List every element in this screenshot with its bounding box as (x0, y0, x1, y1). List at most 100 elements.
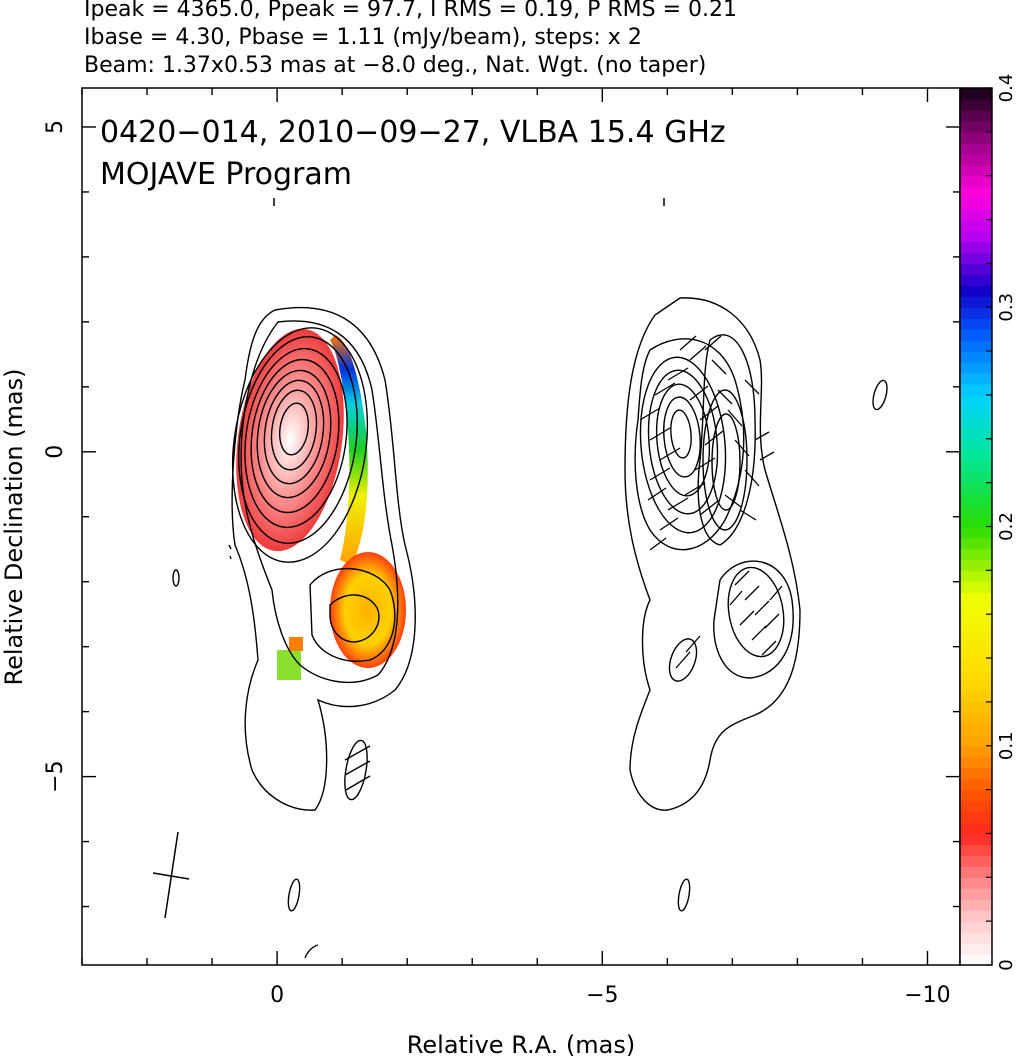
colorbar-band (960, 537, 992, 550)
colorbar-band (960, 186, 992, 199)
pcontour-north-6 (670, 409, 692, 459)
evpa-tick (754, 600, 770, 616)
colorbar-band (960, 318, 992, 330)
contour-bottom-fragment (304, 944, 319, 959)
evpa-tick (744, 469, 760, 487)
colorbar-band (960, 285, 992, 297)
evpa-tick (744, 379, 760, 395)
colorbar-band (960, 800, 992, 813)
contour-5 (244, 347, 348, 529)
contour-2 (240, 320, 399, 683)
colorbar-band (960, 164, 992, 177)
evpa-tick (675, 651, 691, 669)
colorbar-band (960, 877, 992, 889)
contour-left-small (172, 569, 180, 587)
colorbar-band (960, 647, 992, 659)
pol-jet-south-dot (289, 637, 303, 651)
colorbar-band (960, 416, 992, 429)
evpa-tick (734, 439, 750, 457)
colorbar-band (960, 504, 992, 517)
colorbar-band (960, 351, 992, 363)
colorbar-band (960, 526, 992, 539)
evpa-ticks (639, 335, 783, 669)
colorbar-band (960, 866, 992, 878)
colorbar-band (960, 175, 992, 188)
colorbar-band (960, 559, 992, 571)
colorbar-band (960, 767, 992, 780)
colorbar-band (960, 274, 992, 286)
evpa-tick (711, 359, 727, 375)
plot-subtitle: MOJAVE Program (100, 157, 352, 192)
colorbar-band (960, 460, 992, 473)
colorbar-band (960, 98, 992, 111)
intensity-contours (172, 306, 416, 959)
colorbar-band (960, 131, 992, 144)
plot-area (152, 198, 888, 959)
colorbar: 0 0.1 0.2 0.3 0.4 (959, 74, 1017, 971)
colorbar-band (960, 208, 992, 221)
colorbar-band (960, 241, 992, 254)
colorbar-band (960, 614, 992, 626)
header-line: Beam: 1.37x0.53 mas at −8.0 deg., Nat. W… (84, 53, 706, 78)
pcontour-north (634, 338, 745, 551)
colorbar-band (960, 449, 992, 462)
evpa-tick (654, 382, 676, 396)
pcontour-far-right (872, 379, 888, 411)
contour-8 (263, 379, 325, 485)
colorbar-band (960, 921, 992, 933)
evpa-tick (649, 427, 671, 441)
evpa-tick (754, 431, 770, 441)
colorbar-band (960, 811, 992, 824)
evpa-tick (649, 467, 671, 481)
colorbar-tick-label: 0.3 (996, 293, 1017, 322)
evpa-tick (727, 409, 743, 427)
colorbar-band (960, 581, 992, 593)
plot-frame (81, 87, 961, 966)
colorbar-band (960, 109, 992, 122)
evpa-tick (667, 497, 689, 511)
evpa-tick (647, 487, 667, 501)
evpa-tick (659, 517, 679, 531)
colorbar-band (960, 120, 992, 133)
evpa-tick (699, 500, 719, 516)
colorbar-tick-label: 0 (996, 959, 1017, 970)
colorbar-band (960, 932, 992, 944)
contour-9 (270, 389, 318, 471)
pcontour-east-1 (697, 334, 756, 546)
colorbar-band (960, 570, 992, 582)
evpa-tick (694, 457, 716, 471)
pcontour-north-4 (655, 383, 711, 497)
colorbar-band (960, 899, 992, 911)
colorbar-band (960, 197, 992, 210)
plot-title: 0420−014, 2010−09−27, VLBA 15.4 GHz (100, 115, 726, 150)
pcontour-bottom (677, 878, 691, 912)
colorbar-band (960, 822, 992, 835)
header-line: Ipeak = 4365.0, Ppeak = 97.7, I RMS = 0.… (84, 0, 737, 22)
evpa-tick (704, 430, 724, 446)
evpa-tick (704, 335, 722, 351)
evpa-tick (699, 405, 719, 421)
colorbar-band (960, 679, 992, 692)
evpa-tick (667, 367, 689, 381)
polarized-contours (624, 297, 888, 912)
colorbar-band (960, 405, 992, 418)
axes: 0 −5 −10 −5 0 5 (43, 88, 960, 1008)
colorbar-band (960, 219, 992, 232)
x-tick-label: −10 (904, 983, 950, 1008)
evpa-tick (689, 385, 709, 401)
evpa-tick (689, 345, 707, 361)
colorbar-band (960, 482, 992, 495)
evpa-tick (744, 585, 760, 601)
colorbar-band (960, 712, 992, 725)
colorbar-band (960, 745, 992, 758)
colorbar-band (960, 383, 992, 396)
colorbar-band (960, 690, 992, 703)
colorbar-band (960, 756, 992, 769)
colorbar-band (960, 833, 992, 846)
colorbar-band (960, 658, 992, 670)
colorbar-tick-label: 0.4 (996, 74, 1017, 103)
colorbar-band (960, 515, 992, 528)
evpa-tick (685, 635, 701, 653)
evpa-tick (769, 585, 783, 601)
